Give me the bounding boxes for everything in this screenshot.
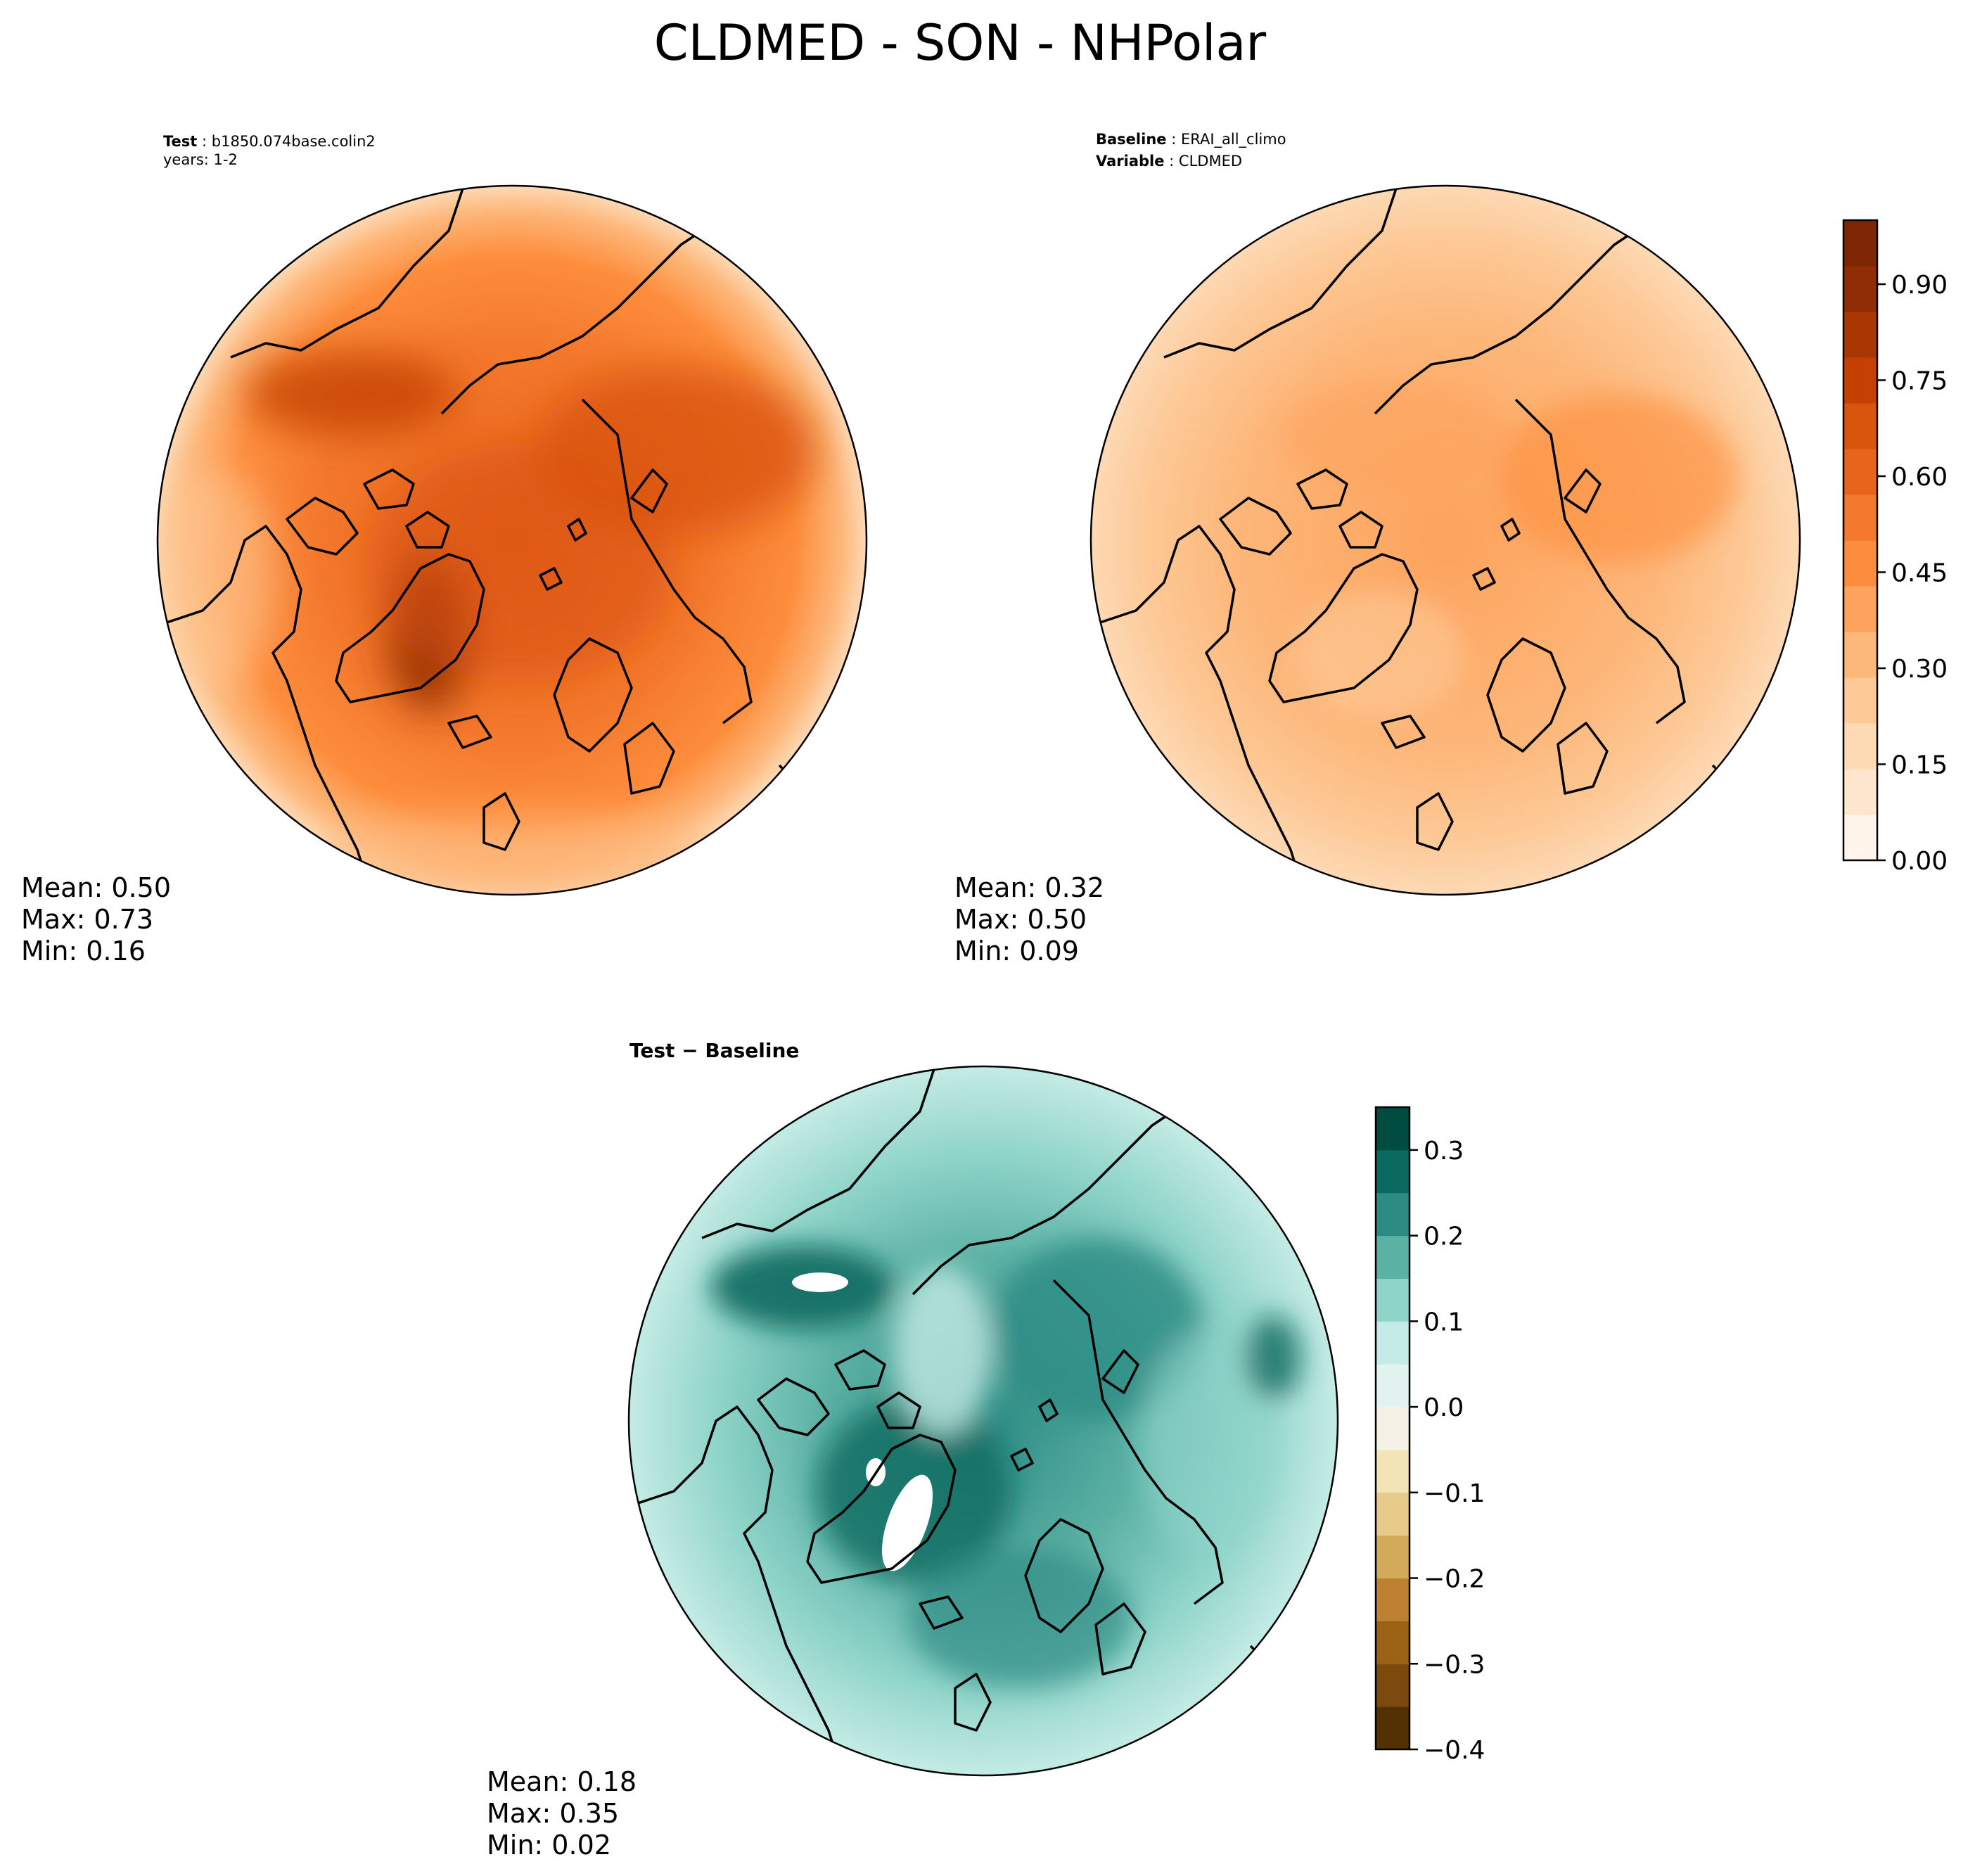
colorbar-tick-label: 0.90 xyxy=(1891,271,1948,300)
colorbar-segment xyxy=(1376,1278,1410,1322)
colorbar-segment xyxy=(1376,1192,1410,1237)
colorbar-tick-label: −0.1 xyxy=(1424,1479,1485,1508)
difference-title: Test − Baseline xyxy=(629,1039,799,1062)
colorbar-tick-label: 0.60 xyxy=(1891,463,1948,492)
baseline-min: Min: 0.09 xyxy=(954,936,1079,966)
difference-min: Min: 0.02 xyxy=(487,1830,611,1861)
colorbar-segment xyxy=(1843,540,1877,587)
colorbar-segment xyxy=(1843,449,1877,495)
colorbar-segment xyxy=(1376,1235,1410,1279)
baseline-label: Baseline : ERAI_all_climo xyxy=(1096,131,1286,148)
colorbar-tick-label: 0.75 xyxy=(1891,367,1948,396)
baseline-stats: Mean: 0.32 Max: 0.50 Min: 0.09 xyxy=(954,872,1104,966)
colorbar-segment xyxy=(1843,632,1877,678)
colorbar-segment xyxy=(1843,769,1877,815)
colorbar-segment xyxy=(1376,1578,1410,1621)
colorbar-segment xyxy=(1376,1621,1410,1664)
difference-stats: Mean: 0.18 Max: 0.35 Min: 0.02 xyxy=(487,1766,637,1861)
colorbar-segment xyxy=(1376,1535,1410,1579)
colorbar-tick-label: −0.4 xyxy=(1424,1736,1485,1765)
colorbar-tick-label: −0.3 xyxy=(1424,1650,1485,1679)
difference-mean: Mean: 0.18 xyxy=(487,1766,637,1797)
test-max: Max: 0.73 xyxy=(21,904,153,935)
baseline-panel-header: Baseline : ERAI_all_climo Variable : CLD… xyxy=(1096,131,1286,170)
colorbar-segment xyxy=(1843,357,1877,404)
figure-title: CLDMED - SON - NHPolar xyxy=(654,14,1267,72)
variable-label: Variable : CLDMED xyxy=(1096,153,1242,170)
baseline-label-value: ERAI_all_climo xyxy=(1181,131,1286,148)
colorbar-segment xyxy=(1376,1407,1410,1450)
test-map xyxy=(156,184,868,896)
colorbar-segment xyxy=(1843,586,1877,632)
colorbar-segment xyxy=(1376,1149,1410,1194)
baseline-mean: Mean: 0.32 xyxy=(954,872,1104,903)
colorbar-segment xyxy=(1843,403,1877,449)
colorbar-tick-label: 0.2 xyxy=(1424,1223,1464,1251)
colorbar-frame xyxy=(1374,1106,1411,1751)
colorbar-segment xyxy=(1843,677,1877,724)
colorbar-segment xyxy=(1376,1364,1410,1408)
test-min: Min: 0.16 xyxy=(21,936,146,966)
colorbar-tick-label: 0.1 xyxy=(1424,1308,1464,1336)
colorbar-tick-label: 0.00 xyxy=(1891,847,1948,876)
difference-colorbar: 0.3 0.2 0.1 0.0 −0.1 −0.2 −0.3 −0.4 xyxy=(1374,1106,1485,1765)
colorbar-segment xyxy=(1376,1492,1410,1536)
colorbar-tick-label: 0.30 xyxy=(1891,655,1948,684)
colorbar-tick-label: −0.2 xyxy=(1424,1565,1485,1594)
difference-max: Max: 0.35 xyxy=(487,1798,619,1829)
colorbar-frame xyxy=(1842,219,1879,862)
difference-map xyxy=(627,1065,1339,1777)
colorbar-segment xyxy=(1843,723,1877,770)
colorbar-tick-label: 0.0 xyxy=(1424,1393,1464,1422)
test-panel-header: Test : b1850.074base.colin2 years: 1-2 xyxy=(163,133,376,168)
colorbar-segment xyxy=(1843,312,1877,358)
variable-label-value: CLDMED xyxy=(1179,153,1242,170)
colorbar-segment xyxy=(1376,1449,1410,1493)
baseline-label-key: Baseline xyxy=(1096,131,1167,148)
colorbar-tick-label: 0.45 xyxy=(1891,559,1948,588)
test-label: Test : b1850.074base.colin2 xyxy=(163,133,376,150)
colorbar-segment xyxy=(1376,1107,1410,1151)
colorbar-segment xyxy=(1376,1706,1410,1750)
colorbar-tick-label: 0.3 xyxy=(1424,1137,1464,1166)
baseline-map xyxy=(1089,184,1801,896)
test-label-value: b1850.074base.colin2 xyxy=(212,133,376,150)
colorbar-segment xyxy=(1376,1321,1410,1365)
variable-label-key: Variable xyxy=(1096,153,1164,170)
colorbar-segment xyxy=(1376,1664,1410,1707)
baseline-max: Max: 0.50 xyxy=(954,904,1087,935)
test-stats: Mean: 0.50 Max: 0.73 Min: 0.16 xyxy=(21,872,171,966)
test-years: years: 1-2 xyxy=(163,151,238,168)
colorbar-segment xyxy=(1843,494,1877,541)
test-label-key: Test xyxy=(163,133,197,150)
colorbar-segment xyxy=(1843,266,1877,312)
main-colorbar: 0.00 0.15 0.30 0.45 0.60 0.75 0.90 xyxy=(1842,219,1948,876)
colorbar-segment xyxy=(1843,815,1877,861)
test-mean: Mean: 0.50 xyxy=(21,872,171,903)
colorbar-tick-label: 0.15 xyxy=(1891,751,1948,780)
colorbar-segment xyxy=(1843,220,1877,267)
